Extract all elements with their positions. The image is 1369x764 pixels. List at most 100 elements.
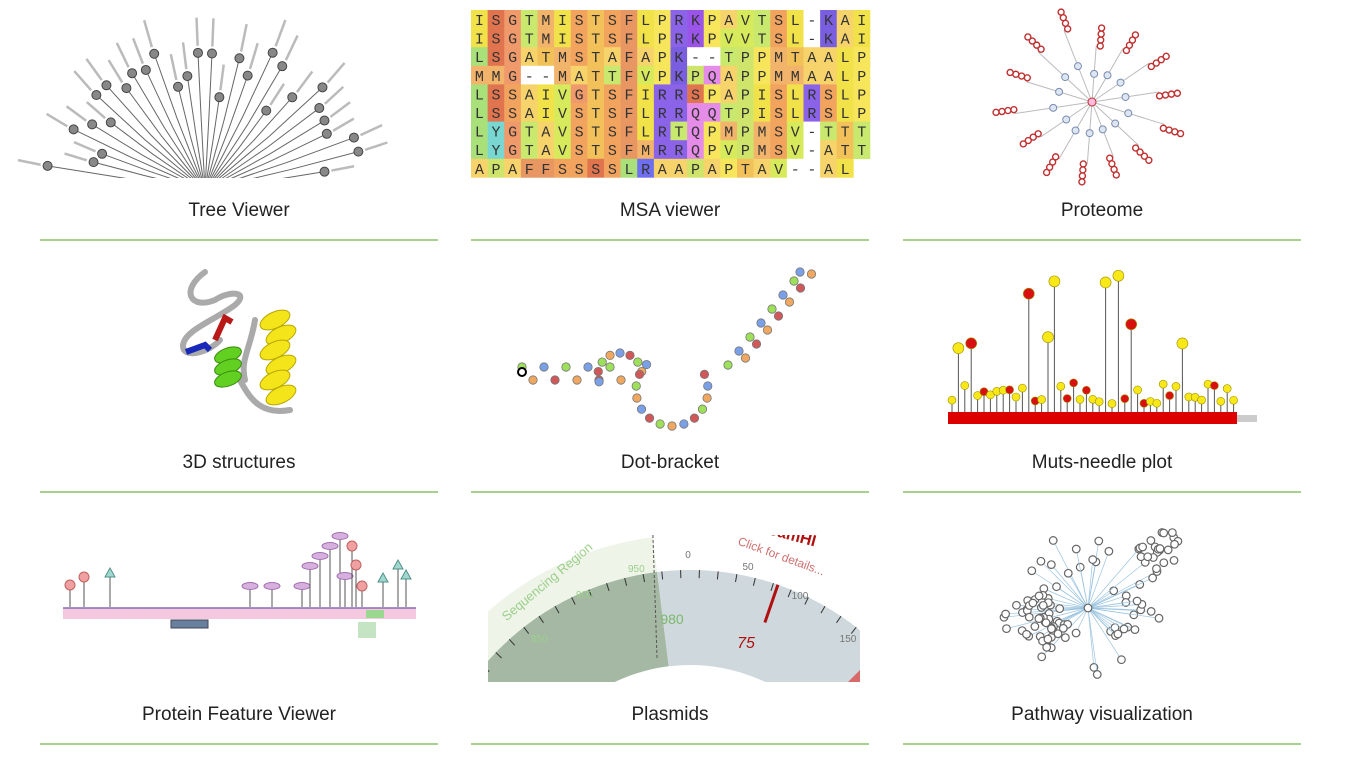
msa-cell	[504, 10, 522, 29]
tree-leaf-label	[326, 62, 346, 84]
msa-cell	[637, 121, 655, 141]
tree-branch	[204, 58, 240, 191]
plasmid-feature	[848, 670, 860, 682]
pathway-node	[1152, 564, 1161, 574]
msa-cell	[720, 140, 738, 160]
msa-cell	[753, 28, 771, 48]
tree-node	[97, 148, 108, 159]
tile-link[interactable]: Muts-needle plot	[903, 452, 1301, 493]
pathway-node	[1163, 545, 1173, 555]
feature-ellipse	[336, 572, 354, 580]
feature-ellipse	[293, 582, 311, 590]
pathway-node	[1132, 596, 1142, 606]
proteome-leaf	[1147, 62, 1156, 71]
msa-cell	[670, 121, 688, 141]
proteome-leaf	[1097, 30, 1105, 38]
pathway-node	[1052, 582, 1061, 592]
tile-label[interactable]: Protein Feature Viewer	[142, 704, 337, 725]
dotbracket-base	[625, 350, 635, 360]
dotbracket-base	[631, 381, 641, 391]
needle-head	[1042, 331, 1054, 343]
tree-leaf-label	[64, 152, 88, 162]
msa-cell	[537, 103, 555, 122]
needle-head	[1165, 391, 1174, 400]
feature-ellipse	[241, 582, 259, 590]
pathway-edge	[1087, 551, 1110, 609]
msa-cell	[653, 121, 671, 141]
proteome-leaf	[1152, 59, 1160, 67]
msa-cell	[753, 47, 771, 67]
feature-triangle	[377, 571, 389, 583]
msa-cell	[820, 65, 838, 85]
tile-link[interactable]: Proteome	[903, 200, 1301, 241]
feature-block	[366, 610, 384, 618]
plasmid-tick	[820, 605, 826, 614]
dotbracket-base	[756, 318, 766, 328]
plasmid-tick	[642, 574, 645, 583]
tile-link[interactable]: MSA viewer	[471, 200, 869, 241]
pathway-node	[1154, 613, 1164, 623]
tile-label[interactable]: Tree Viewer	[188, 200, 290, 221]
tile-label[interactable]: Muts-needle plot	[1032, 452, 1173, 473]
tree-node	[88, 157, 99, 168]
needle-head	[973, 391, 982, 400]
msa-cell	[803, 140, 821, 160]
tile-link[interactable]: Pathway visualization	[903, 704, 1301, 745]
msa-cell	[520, 84, 538, 104]
proteome-leaf	[1004, 106, 1012, 115]
proteome-leaf	[1019, 140, 1028, 148]
tile-link[interactable]: 3D structures	[40, 452, 438, 493]
tile-label[interactable]: Pathway visualization	[1011, 704, 1193, 725]
tree-branch	[204, 53, 213, 191]
proteome-leaf	[1136, 148, 1144, 156]
tile-label[interactable]: Proteome	[1061, 200, 1143, 221]
tile-link[interactable]: Tree Viewer	[40, 200, 438, 241]
msa-cell	[487, 158, 505, 178]
tree-node	[242, 70, 253, 81]
msa-cell	[587, 65, 605, 85]
tile-label[interactable]: 3D structures	[183, 452, 296, 473]
tile-link[interactable]: Plasmids	[471, 704, 869, 745]
msa-cell	[770, 158, 788, 178]
tile-label[interactable]: MSA viewer	[620, 200, 721, 221]
tile-link[interactable]: Dot-bracket	[471, 452, 869, 493]
tile-link[interactable]: Protein Feature Viewer	[40, 704, 438, 745]
needle-thumbnail	[947, 269, 1257, 424]
dotbracket-base	[572, 375, 582, 385]
needle-head	[1056, 381, 1066, 391]
msa-thumbnail: ISGTMISTSFLPRKPAVTSL-KAI ISGTMISTSFLPRKPV…	[471, 10, 874, 179]
tree-node	[214, 92, 225, 103]
plasmid-tick	[661, 571, 664, 580]
plasmid-marker	[652, 535, 658, 661]
msa-cell	[504, 158, 522, 178]
tree-node	[127, 68, 138, 79]
tree-leaf-label	[195, 17, 199, 46]
tree-leaf-label	[45, 112, 68, 128]
msa-cell	[703, 84, 721, 104]
proteome-leaf	[1167, 90, 1176, 98]
msa-cell	[703, 10, 721, 29]
proteome-leaf	[1097, 24, 1106, 32]
msa-cell	[504, 84, 522, 104]
dotbracket-base	[561, 362, 571, 372]
pathway-edge	[1087, 571, 1158, 609]
tree-node	[319, 166, 330, 177]
pathway-node	[1117, 655, 1126, 665]
tree-branch	[204, 96, 293, 191]
msa-cell	[554, 47, 572, 67]
msa-cell	[853, 28, 871, 48]
pathway-node	[1047, 624, 1056, 634]
tile-label[interactable]: Plasmids	[631, 704, 708, 725]
pathway-node	[1138, 542, 1148, 552]
tree-branch	[204, 75, 249, 191]
tile-label[interactable]: Dot-bracket	[621, 452, 720, 473]
msa-row: LSGATMSTAFAPK--TPPMTAALP	[475, 50, 874, 67]
plasmid-thumbnail: Sequencing Region 95090085005010015098075…	[488, 535, 860, 682]
msa-cell	[570, 103, 588, 122]
proteome-root	[1087, 97, 1097, 107]
pathway-node	[1027, 566, 1037, 576]
pathway-node	[1092, 670, 1102, 679]
msa-cell	[720, 121, 738, 141]
proteome-leaf	[1078, 172, 1087, 180]
msa-cell	[853, 121, 871, 141]
